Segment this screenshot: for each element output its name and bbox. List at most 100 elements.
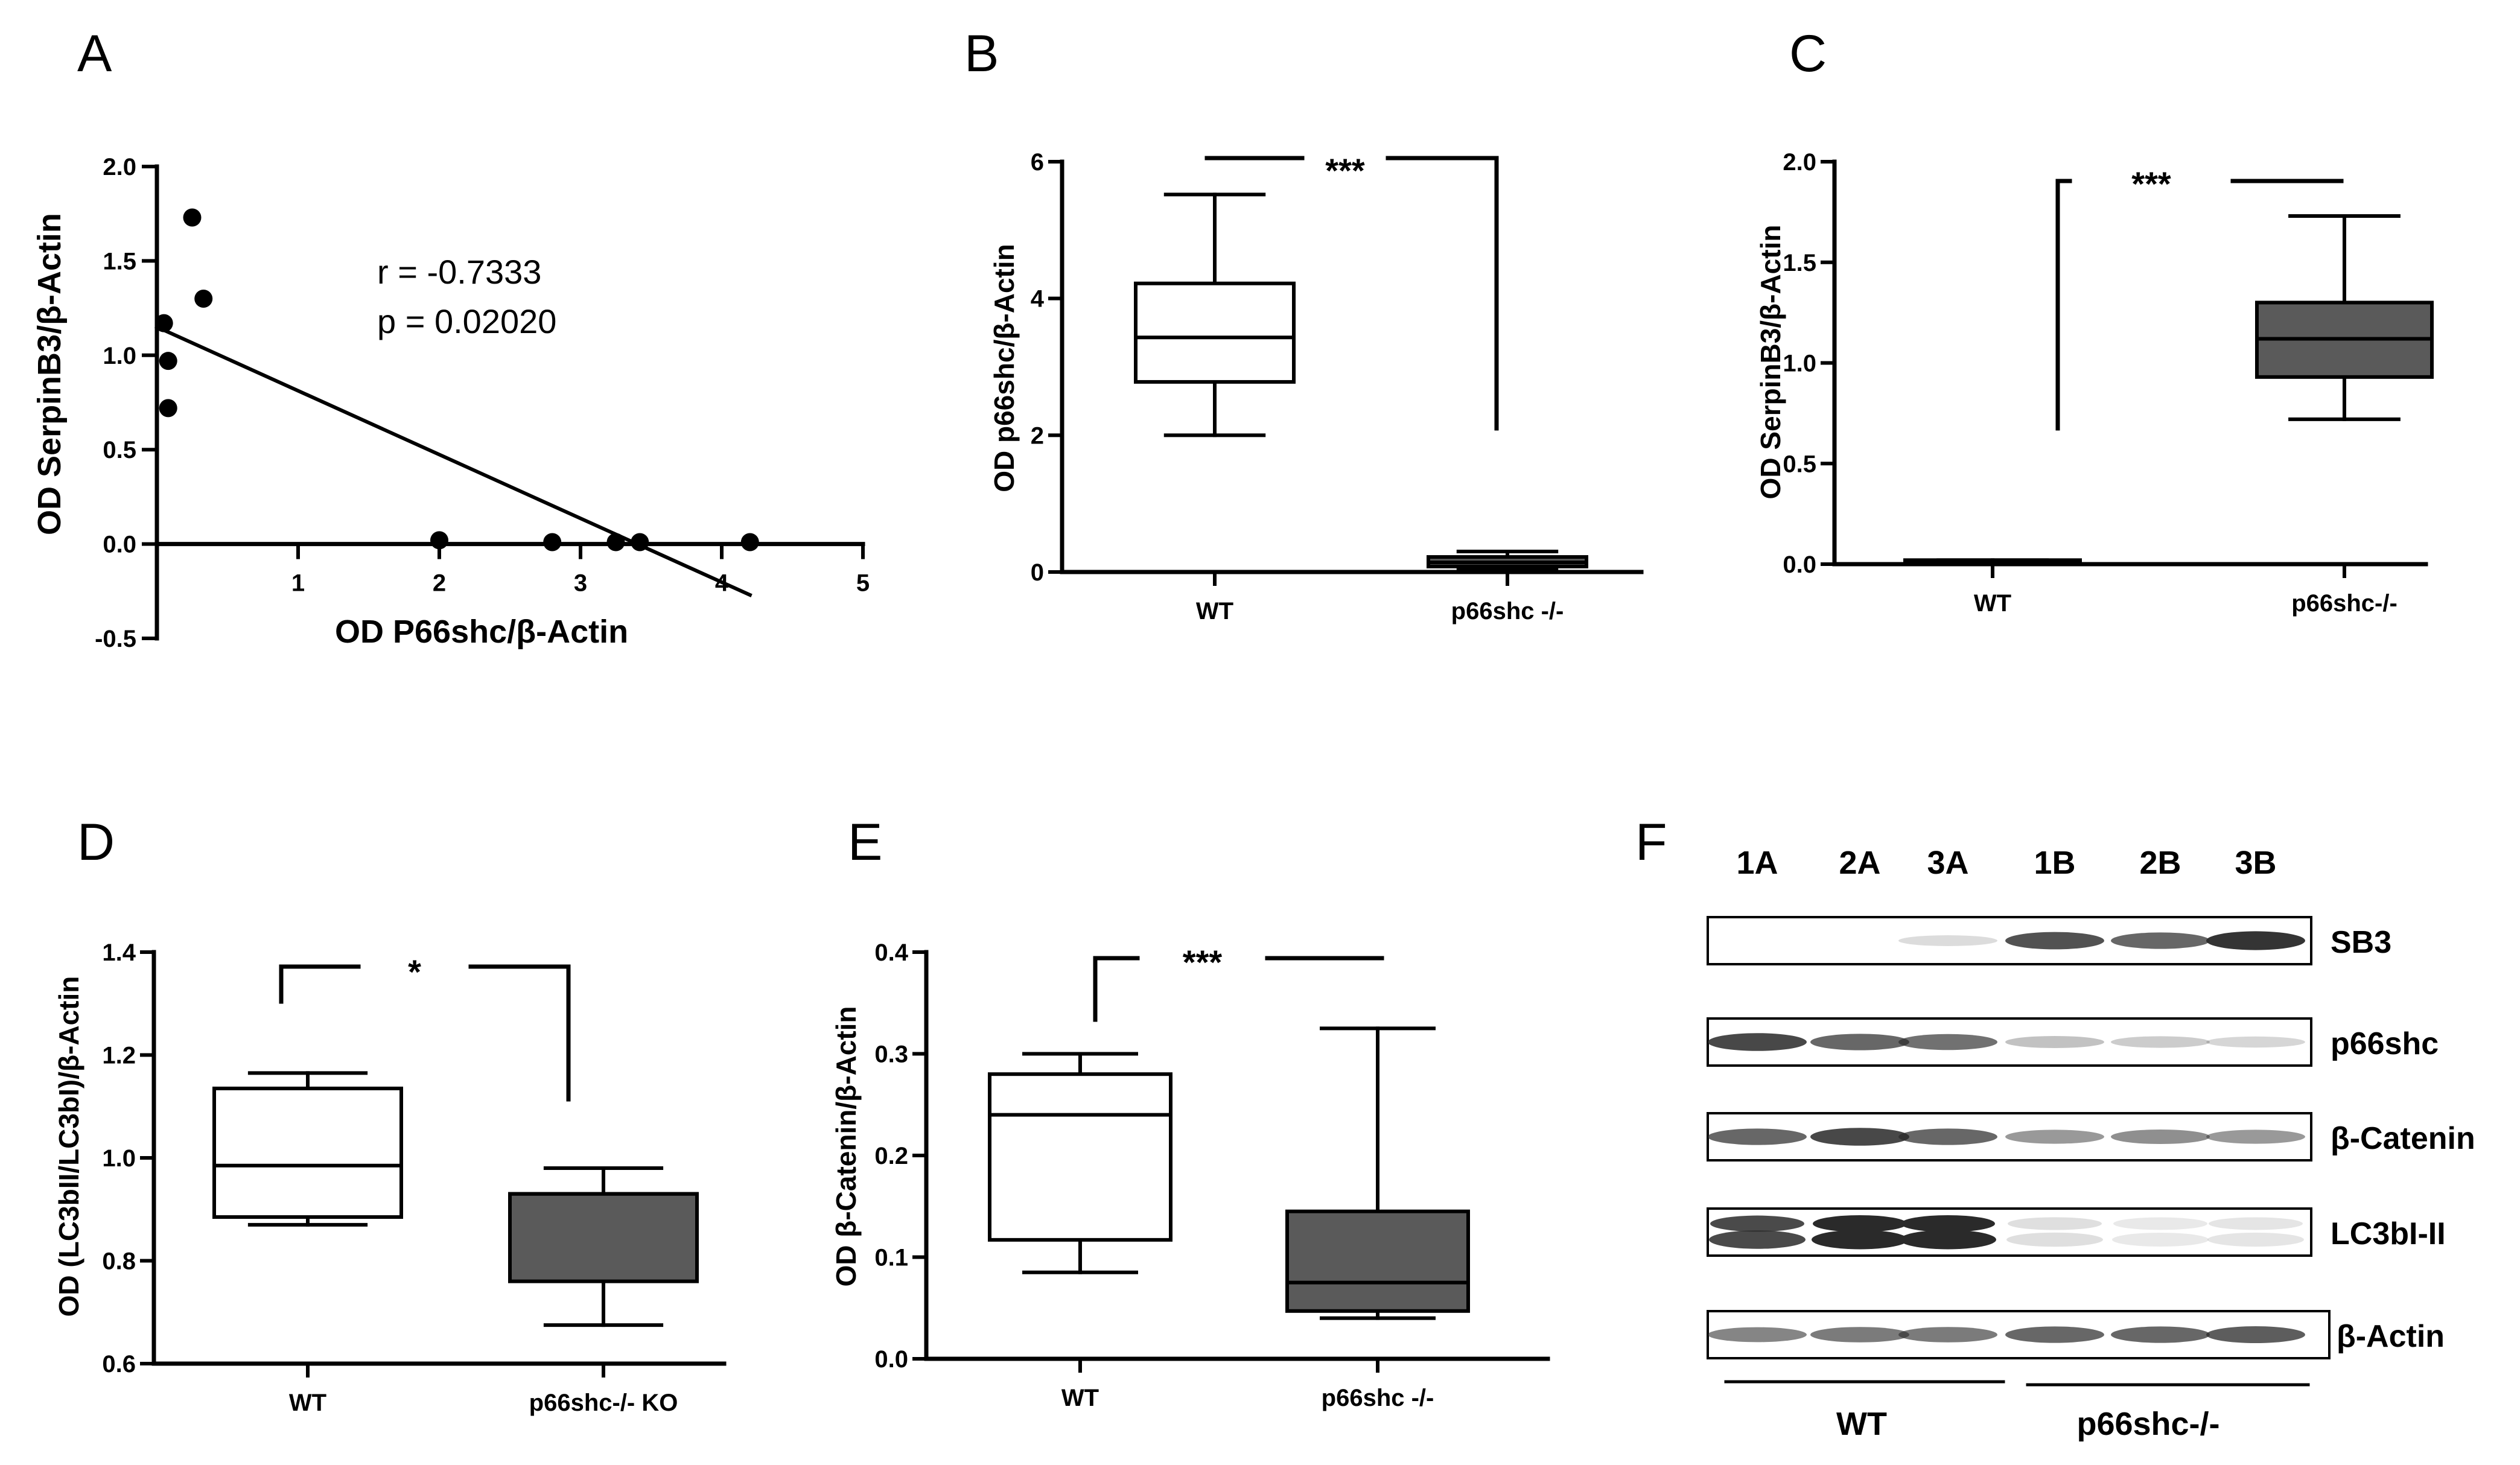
blot-band-lower (1709, 1230, 1806, 1249)
panel-c-y-tick-label: 1.5 (1783, 250, 1816, 276)
panel-a-y-tick-label: 1.0 (103, 343, 136, 369)
panel-c-category-label: WT (1974, 590, 2011, 617)
blot-band (1898, 1327, 1997, 1343)
panel-c-category-label: p66shc-/- (2291, 590, 2398, 617)
blot-band-upper (2113, 1217, 2207, 1230)
panel-a-x-tick-label: 1 (291, 570, 305, 597)
panel-b-significance: *** (1325, 151, 1365, 189)
panel-d-y-tick-label: 0.6 (102, 1351, 136, 1378)
lane-label: 3A (1927, 845, 1968, 881)
blot-band (1810, 1034, 1909, 1050)
panel-e-box (988, 1072, 1172, 1242)
regression-line (154, 324, 752, 598)
group-label-ko: p66shc-/- (2076, 1406, 2219, 1442)
panel-d-box (212, 1086, 403, 1219)
panel-d-significance: * (408, 953, 421, 991)
panel-letter-c: C (1789, 25, 1827, 83)
panel-b-ylabel: OD p66shc/β-Actin (988, 244, 1020, 492)
lane-label: 2A (1839, 845, 1880, 881)
data-point (543, 533, 562, 551)
panel-a-y-tick-label: -0.5 (95, 626, 136, 652)
blot-band (2206, 1130, 2305, 1144)
panel-letter-d: D (77, 813, 115, 871)
panel-d-y-tick-label: 1.4 (102, 939, 136, 966)
panel-e-y-tick-label: 0.3 (874, 1041, 908, 1068)
blot-band (2111, 1130, 2210, 1144)
panel-e-boxplot: 0.0 0.1 0.2 0.3 0.4 WT p66shc -/- *** (874, 939, 1550, 1411)
panel-c-significance: *** (2131, 165, 2171, 203)
blot-strip (1707, 1017, 2312, 1067)
lane-label: 2B (2139, 845, 2181, 881)
panel-d-category-label: WT (289, 1390, 326, 1416)
blot-band (2111, 932, 2210, 949)
blot-band-lower (2207, 1232, 2304, 1247)
blot-band-upper (1901, 1215, 1995, 1232)
blot-band (1708, 1033, 1807, 1051)
blot-band (1898, 1128, 1997, 1145)
correlation-p: p = 0.02020 (377, 302, 556, 340)
panel-c-ylabel: OD SerpinB3/β-Actin (1755, 225, 1786, 500)
panel-d-y-tick-label: 0.8 (102, 1248, 136, 1275)
blot-band (2206, 1036, 2305, 1048)
group-label-wt: WT (1836, 1406, 1887, 1442)
panel-a-xlabel: OD P66shc/β-Actin (335, 614, 628, 650)
blot-band (2111, 1326, 2210, 1343)
panel-b-y-tick-label: 0 (1031, 559, 1044, 586)
panel-c-y-tick-label: 0.0 (1783, 551, 1816, 578)
panel-letter-f: F (1635, 813, 1667, 871)
data-point (631, 533, 649, 551)
panel-e-box (1285, 1209, 1470, 1313)
correlation-r: r = -0.7333 (377, 253, 541, 291)
data-point (183, 208, 202, 227)
panel-e-significance: *** (1183, 943, 1223, 981)
panel-e-y-tick-label: 0.2 (874, 1143, 908, 1169)
band-label: SB3 (2331, 925, 2391, 960)
blot-strip (1707, 1207, 2312, 1257)
panel-b-boxplot: 0 2 4 6 WT p66shc -/- *** (1031, 149, 1644, 624)
blot-band (1810, 1128, 1909, 1146)
panel-c-y-tick-label: 1.0 (1783, 351, 1816, 377)
blot-band (2111, 1036, 2210, 1048)
blot-band (1898, 1034, 1997, 1050)
panel-f-western-blot: 1A 2A 3A 1B 2B 3B SB3 p66shc β-Catenin LC3bI-II β-… (1707, 845, 2475, 1387)
panel-c-y-tick-label: 2.0 (1783, 149, 1816, 176)
data-point (740, 533, 759, 551)
panel-b-y-tick-label: 4 (1031, 286, 1045, 313)
panel-b-y-tick-label: 6 (1031, 149, 1044, 176)
blot-band (2206, 1326, 2305, 1343)
panel-a-x-tick-label: 5 (856, 570, 870, 597)
panel-d-boxplot: 0.6 0.8 1.0 1.2 1.4 WT p66shc-/- KO * (102, 939, 727, 1416)
blot-band-lower (1900, 1230, 1996, 1250)
panel-letter-a: A (77, 25, 112, 83)
band-label: p66shc (2331, 1026, 2439, 1061)
data-point (159, 399, 177, 418)
panel-e-y-tick-label: 0.0 (874, 1346, 908, 1373)
blot-band-upper (1813, 1215, 1907, 1232)
panel-b-box (1134, 281, 1296, 384)
panel-e-y-tick-label: 0.1 (874, 1245, 908, 1271)
data-point (154, 314, 173, 332)
lane-label: 1A (1736, 845, 1778, 881)
blot-band (2206, 931, 2305, 950)
panel-d-y-tick-label: 1.0 (102, 1145, 136, 1172)
band-label: LC3bI-II (2331, 1216, 2446, 1251)
panel-e-y-tick-label: 0.4 (874, 939, 908, 966)
panel-b-category-label: WT (1196, 598, 1233, 624)
blot-band-lower (2006, 1232, 2103, 1247)
panel-a-ylabel: OD SerpinB3/β-Actin (31, 213, 68, 535)
blot-band (2005, 932, 2104, 950)
panel-b-category-label: p66shc -/- (1451, 598, 1564, 624)
panel-d-y-tick-label: 1.2 (102, 1043, 136, 1069)
blot-band (2005, 1130, 2104, 1144)
panel-a-x-tick-label: 3 (574, 570, 587, 597)
panel-a-y-tick-label: 0.5 (103, 437, 136, 463)
blot-band-upper (2209, 1217, 2303, 1230)
band-label: β-Actin (2337, 1319, 2445, 1354)
panel-a-y-tick-label: 2.0 (103, 154, 136, 180)
blot-band (1898, 935, 1997, 946)
panel-d-category-label: p66shc-/- KO (529, 1390, 678, 1416)
blot-band (1810, 1327, 1909, 1343)
blot-band (2005, 1326, 2104, 1343)
panel-b-y-tick-label: 2 (1031, 422, 1044, 449)
panel-letter-b: B (964, 25, 999, 83)
